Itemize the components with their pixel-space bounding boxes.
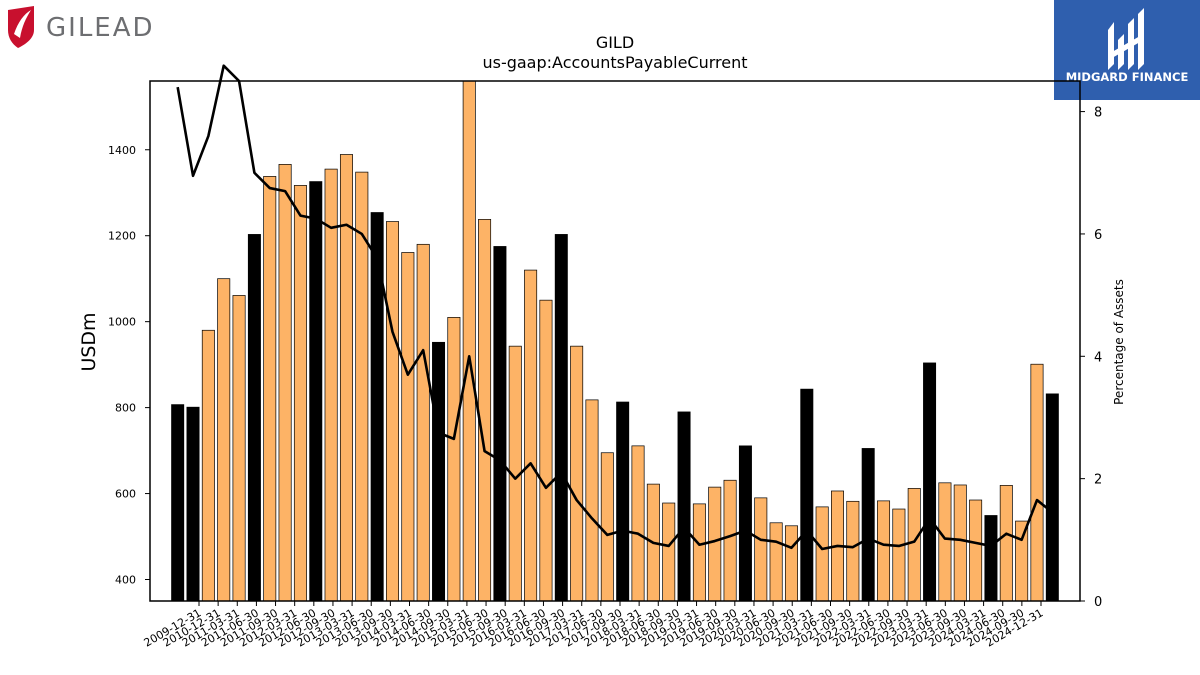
bar-2010-09-30: [217, 278, 231, 602]
bar-2021-12-31: [907, 488, 921, 602]
bar-2012-03-31: [309, 181, 323, 602]
bar-2023-06-30: [999, 485, 1013, 602]
bar-2011-03-31: [247, 234, 261, 602]
bar-2012-06-30: [324, 168, 338, 602]
y2-tick-label: 2: [1094, 473, 1102, 488]
bar-2017-06-30: [631, 445, 645, 602]
gilead-logo-graphic: GILEAD: [8, 6, 155, 48]
bar-2019-03-31: [738, 445, 752, 602]
bar-2018-12-31: [723, 479, 737, 602]
bar-2013-06-30: [386, 221, 399, 602]
y2-tick-label: 4: [1094, 350, 1102, 365]
bar-2009-12-31: [171, 404, 185, 602]
y-tick-label: 1400: [108, 144, 136, 157]
bar-2016-09-30: [585, 399, 599, 602]
bar-2024-03-31: [1045, 393, 1059, 602]
y-tick-label: 1200: [108, 230, 136, 243]
bar-2017-12-31: [662, 502, 676, 602]
bar-2010-12-31: [232, 295, 246, 602]
chart-title: GILD: [596, 33, 634, 52]
midgard-emblem-icon: [1108, 8, 1144, 70]
bar-2022-06-30: [938, 482, 952, 602]
y2-axis-label: Percentage of Assets: [1112, 279, 1126, 405]
bar-2015-12-31: [539, 299, 553, 602]
bar-2014-03-31: [432, 341, 446, 602]
bar-2015-09-30: [524, 269, 538, 602]
bar-2018-06-30: [692, 503, 706, 602]
y-axis-label: USDm: [78, 312, 100, 371]
bar-2023-09-30: [1015, 520, 1029, 602]
midgard-wordmark: MIDGARD FINANCE: [1066, 70, 1189, 84]
bar-2019-09-30: [769, 522, 783, 602]
bar-2014-06-30: [447, 317, 461, 602]
percentage-line: [176, 64, 1054, 551]
gilead-wordmark: GILEAD: [46, 13, 155, 43]
y-tick-label: 400: [115, 574, 136, 587]
bar-2016-12-31: [600, 452, 614, 602]
bar-2012-12-31: [355, 171, 369, 602]
bar-2020-03-31: [800, 388, 814, 602]
y-tick-label: 1000: [108, 316, 136, 329]
bar-2011-06-30: [263, 176, 277, 602]
bar-2020-06-30: [815, 506, 829, 602]
y-tick-label: 600: [115, 488, 136, 501]
bar-2011-12-31: [293, 185, 307, 602]
gilead-logo: GILEAD: [4, 4, 164, 50]
x-axis-ticks: 2009-12-312010-12-312011-03-312011-06-30…: [142, 601, 1046, 650]
bar-2016-06-30: [570, 345, 584, 602]
bar-2017-03-31: [616, 401, 630, 602]
y2-tick-label: 8: [1094, 106, 1102, 121]
bar-2018-03-31: [677, 411, 691, 602]
y2-tick-label: 0: [1094, 595, 1102, 610]
gilead-leaf-icon: [14, 10, 31, 38]
bar-2013-12-31: [416, 243, 430, 602]
bar-2010-06-30: [201, 329, 215, 602]
chart-subtitle: us-gaap:AccountsPayableCurrent: [482, 53, 747, 72]
bar-2023-03-31: [984, 515, 998, 602]
y2-tick-label: 6: [1094, 228, 1102, 243]
midgard-logo-graphic: MIDGARD FINANCE: [1066, 8, 1189, 84]
bar-2012-09-30: [339, 154, 353, 602]
bar-2019-06-30: [754, 497, 768, 602]
bar-2021-03-31: [861, 448, 875, 602]
bar-2022-12-31: [969, 499, 983, 602]
bar-2022-09-30: [953, 484, 967, 602]
bar-2021-06-30: [877, 500, 891, 602]
bar-2018-09-30: [708, 486, 722, 602]
bar-2013-09-30: [401, 252, 415, 602]
y2-axis-ticks: 0 2 4 6 8: [1080, 106, 1102, 610]
bar-2022-03-31: [923, 362, 937, 602]
bar-2014-09-30: [462, 80, 476, 602]
plot-frame: [149, 80, 1081, 602]
bar-2010-03-31: [186, 406, 200, 602]
bar-2016-03-31: [554, 234, 568, 602]
bar-2023-12-31: [1030, 363, 1044, 602]
bar-2013-03-31: [370, 212, 384, 602]
bar-2019-12-31: [784, 525, 798, 602]
percentage-line-series: [176, 64, 1054, 551]
y-axis-ticks: 400 600 800 1000 1200 1400: [108, 144, 150, 587]
bar-2014-12-31: [478, 219, 492, 602]
bar-2020-12-31: [846, 500, 860, 602]
y-tick-label: 800: [115, 402, 136, 415]
midgard-finance-logo: MIDGARD FINANCE: [1054, 0, 1200, 100]
bar-2011-09-30: [278, 164, 292, 602]
bar-2021-09-30: [892, 508, 906, 602]
bar-2015-03-31: [493, 246, 507, 602]
